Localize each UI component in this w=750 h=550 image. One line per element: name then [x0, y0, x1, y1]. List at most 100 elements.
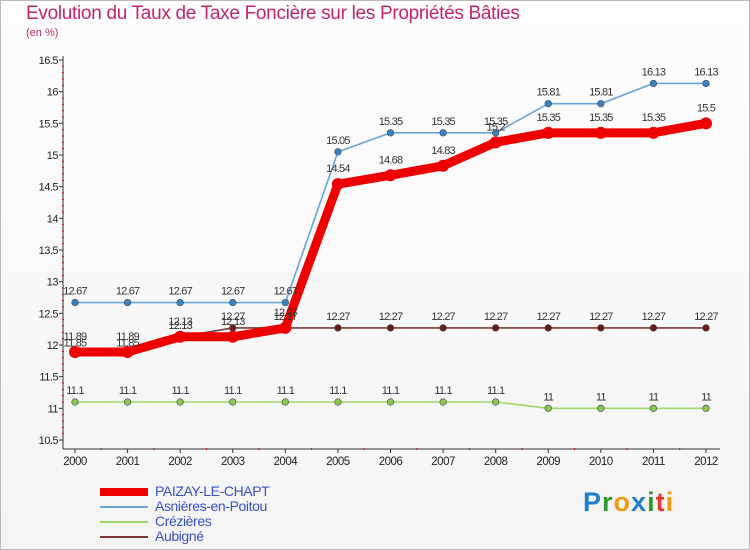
- series-paizay-value-label: 15.5: [697, 102, 716, 114]
- series-asnieres-value-label: 15.05: [326, 135, 350, 147]
- series-paizay-value-label: 12.13: [168, 316, 192, 328]
- legend-swatch-asnieres: [100, 506, 148, 508]
- series-paizay-value-label: 14.68: [379, 154, 403, 166]
- series-paizay-value-label: 11.89: [64, 331, 87, 343]
- series-asnieres-value-label: 16.13: [694, 66, 718, 78]
- x-tick-label: 2010: [589, 456, 613, 468]
- legend-swatch-paizay: [100, 488, 148, 496]
- series-crezieres-value-label: 11.1: [434, 385, 452, 397]
- series-paizay-value-label: 15.35: [536, 112, 560, 124]
- series-paizay-value-label: 12.27: [274, 307, 298, 319]
- x-tick-label: 2007: [431, 456, 455, 468]
- series-crezieres-point: [492, 398, 500, 406]
- series-paizay-point: [384, 169, 397, 182]
- series-lines: [69, 79, 712, 412]
- series-asnieres-point: [439, 129, 447, 137]
- series-paizay-point: [700, 117, 712, 130]
- series-crezieres-value-label: 11.1: [171, 385, 189, 397]
- x-tick-label: 2003: [221, 456, 245, 468]
- series-crezieres-point: [71, 398, 79, 406]
- series-aubigne-value-label: 12.27: [431, 311, 455, 323]
- x-tick-label: 2000: [63, 456, 87, 468]
- series-paizay-point: [331, 178, 344, 191]
- series-aubigne-value-label: 12.27: [589, 311, 613, 323]
- chart-title: Evolution du Taux de Taxe Foncière sur l…: [26, 3, 520, 24]
- series-paizay-value-label: 15.35: [589, 112, 613, 124]
- legend-swatch-aubigne: [100, 536, 148, 538]
- series-paizay-point: [226, 330, 239, 343]
- series-asnieres-value-label: 16.13: [642, 66, 666, 78]
- series-aubigne-point: [544, 324, 552, 332]
- series-crezieres-point: [334, 398, 342, 406]
- y-tick-label: 12: [47, 340, 59, 352]
- series-crezieres-value-label: 11.1: [224, 385, 242, 397]
- data-labels: 12.67 12.67 12.67 12.67 12.67 15.05 15.35 15.35…: [63, 66, 719, 403]
- chart-unit-label: (en %): [26, 27, 59, 39]
- series-crezieres-value-label: 11.1: [487, 385, 505, 397]
- series-aubigne-point: [492, 324, 500, 332]
- series-paizay-point: [174, 330, 187, 343]
- legend-swatch-crezieres: [100, 521, 148, 523]
- x-tick-label: 2004: [274, 456, 299, 468]
- series-crezieres-value-label: 11.1: [66, 385, 84, 397]
- series-asnieres-point: [597, 100, 605, 108]
- y-tick-label: 13.5: [39, 245, 59, 257]
- series-crezieres-point: [281, 398, 289, 406]
- series-asnieres-value-label: 12.67: [63, 286, 87, 298]
- series-asnieres-point: [544, 100, 552, 108]
- series-crezieres-point: [229, 398, 237, 406]
- y-tick-label: 11.5: [39, 372, 58, 384]
- x-tick-label: 2009: [536, 456, 560, 468]
- series-aubigne-value-label: 12.27: [642, 311, 666, 323]
- series-crezieres-point: [386, 398, 395, 406]
- series-crezieres-value-label: 11.1: [329, 385, 347, 397]
- series-crezieres-point: [544, 404, 552, 412]
- legend-label-aubigne: Aubigné: [155, 528, 204, 544]
- y-tick-label: 15: [47, 150, 59, 162]
- series-aubigne-value-label: 12.27: [274, 311, 298, 323]
- series-crezieres-point: [439, 398, 447, 406]
- series-asnieres-point: [649, 79, 658, 88]
- series-asnieres-point: [334, 148, 342, 156]
- x-tick-label: 2002: [168, 456, 192, 468]
- y-tick-label: 10.5: [39, 435, 59, 447]
- series-paizay-point: [647, 126, 660, 139]
- y-tick-label: 14.5: [39, 182, 59, 194]
- series-asnieres-value-label: 15.35: [484, 116, 508, 128]
- series-paizay-value-label: 15.2: [487, 121, 506, 133]
- x-tick-label: 2001: [116, 456, 140, 468]
- series-crezieres-value-label: 11.1: [119, 385, 137, 397]
- series-asnieres-point: [492, 129, 500, 137]
- series-paizay-value-label: 14.54: [326, 163, 350, 175]
- series-paizay-value-label: 14.83: [431, 145, 455, 157]
- series-aubigne-point: [439, 324, 447, 332]
- series-paizay-point: [279, 321, 292, 334]
- series-aubigne-point: [386, 324, 395, 332]
- series-crezieres-point: [702, 404, 710, 412]
- x-tick-label: 2006: [379, 456, 403, 468]
- series-paizay-value-label: 11.89: [116, 331, 139, 343]
- series-aubigne-point: [597, 324, 605, 332]
- series-asnieres-value-label: 15.35: [431, 116, 455, 128]
- series-crezieres-point: [597, 404, 605, 412]
- y-tick-label: 12.5: [39, 308, 59, 320]
- series-asnieres-value-label: 15.35: [379, 116, 403, 128]
- series-asnieres-point: [123, 298, 132, 307]
- series-aubigne-point: [649, 324, 658, 332]
- series-aubigne-value-label: 12.27: [694, 311, 718, 323]
- series-aubigne-value-label: 11.85: [64, 338, 87, 350]
- series-aubigne-value-label: 11.85: [116, 338, 139, 350]
- series-paizay-value-label: 12.13: [221, 316, 245, 328]
- series-asnieres-value-label: 12.67: [274, 286, 298, 298]
- series-asnieres-point: [702, 79, 710, 88]
- proxiti-logo[interactable]: Proxiti: [583, 487, 675, 517]
- x-tick-label: 2008: [484, 456, 508, 468]
- series-asnieres-point: [386, 129, 395, 137]
- series-paizay-point: [121, 345, 134, 358]
- series-asnieres-value-label: 12.67: [168, 286, 192, 298]
- series-crezieres-value-label: 11: [701, 391, 712, 403]
- series-aubigne-value-label: 12.13: [168, 320, 192, 332]
- series-aubigne-point: [334, 324, 342, 332]
